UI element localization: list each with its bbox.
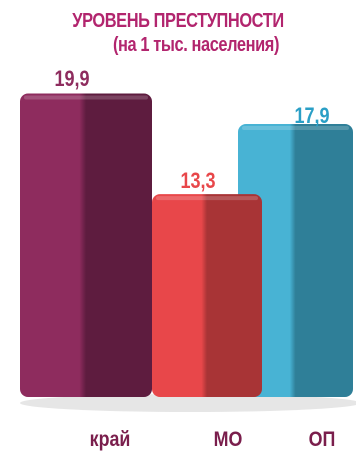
bar-shadow <box>20 394 356 412</box>
value-label-2: 13,3 <box>180 169 215 193</box>
chart-subtitle: (на 1 тыс. населения) <box>113 34 279 56</box>
bar-highlight-1 <box>24 95 148 100</box>
value-label-1: 19,9 <box>54 67 89 91</box>
bar-1 <box>20 93 152 398</box>
value-label-3: 17,9 <box>294 104 329 128</box>
category-label-2: МО <box>214 428 243 452</box>
bar-highlight-3 <box>242 126 349 131</box>
bar-2 <box>152 194 262 397</box>
category-label-1: край <box>90 428 131 452</box>
bar-highlight-2 <box>156 196 258 201</box>
bar-3 <box>238 124 353 398</box>
chart-title: УРОВЕНЬ ПРЕСТУПНОСТИ <box>72 10 284 32</box>
category-label-3: ОП <box>309 428 336 452</box>
